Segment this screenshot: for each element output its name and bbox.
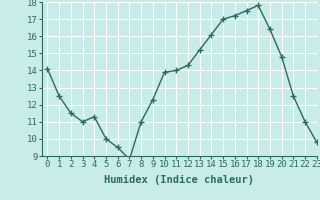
X-axis label: Humidex (Indice chaleur): Humidex (Indice chaleur) — [104, 175, 254, 185]
